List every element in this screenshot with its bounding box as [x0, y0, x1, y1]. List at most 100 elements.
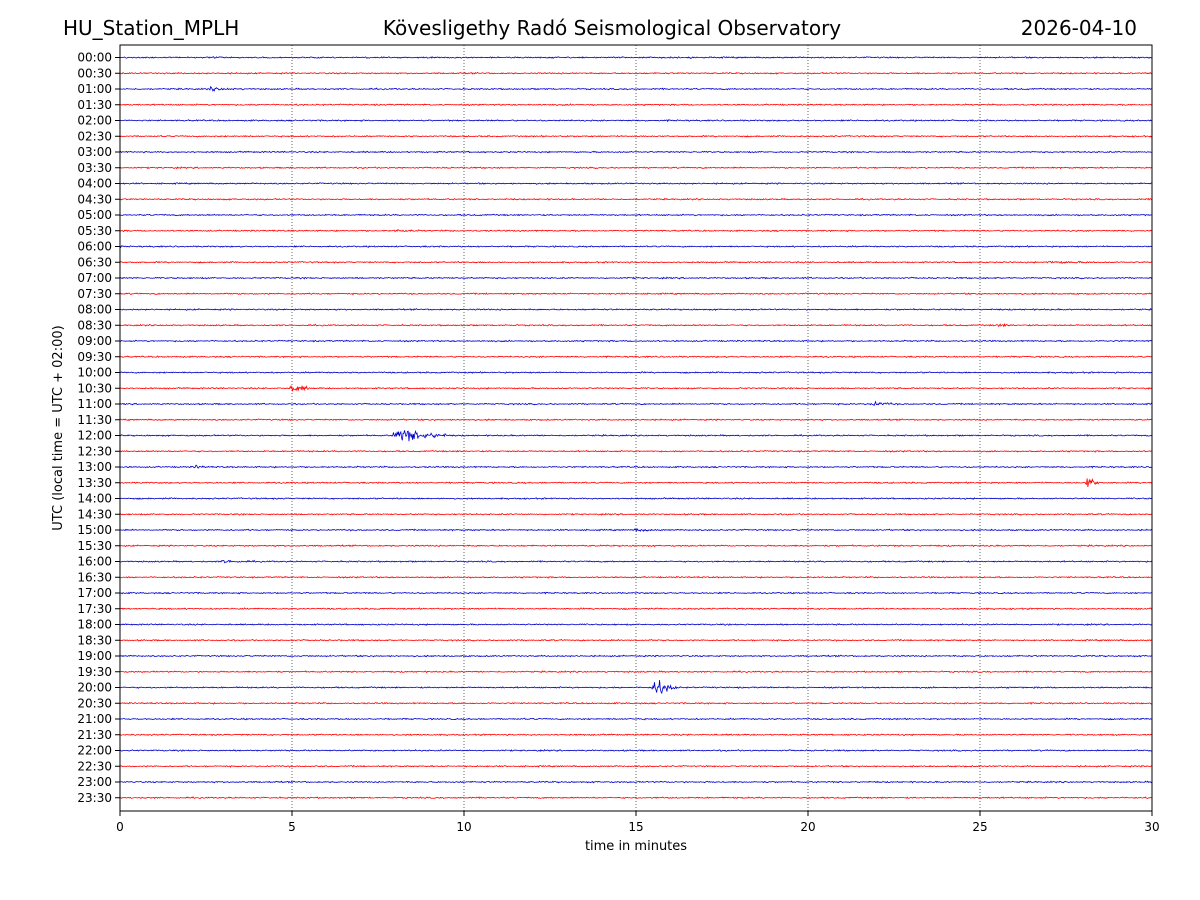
trace-2330 [119, 796, 1153, 800]
row-time-label: 05:00 [77, 208, 112, 222]
observatory-title: Kövesligethy Radó Seismological Observat… [383, 16, 841, 40]
trace-0130 [119, 103, 1153, 107]
row-time-label: 06:30 [77, 255, 112, 269]
trace-2100 [119, 717, 1153, 721]
trace-0500 [119, 213, 1153, 217]
row-time-label: 17:30 [77, 602, 112, 616]
trace-1130 [119, 418, 1153, 422]
row-time-label: 07:30 [77, 287, 112, 301]
row-time-label: 04:30 [77, 192, 112, 206]
row-time-label: 05:30 [77, 224, 112, 238]
row-time-label: 18:00 [77, 618, 112, 632]
row-time-label: 19:00 [77, 649, 112, 663]
trace-1900 [119, 654, 1153, 658]
row-time-label: 03:30 [77, 161, 112, 175]
trace-0000 [119, 56, 1153, 60]
trace-0600 [119, 245, 1153, 249]
trace-0530 [119, 229, 1153, 233]
row-time-label: 06:00 [77, 240, 112, 254]
row-time-label: 04:00 [77, 177, 112, 191]
trace-0030 [119, 71, 1153, 75]
y-axis-label: UTC (local time = UTC + 02:00) [51, 325, 66, 530]
trace-1330 [119, 477, 1153, 488]
trace-0400 [119, 181, 1153, 186]
trace-1000 [119, 371, 1153, 375]
row-time-label: 03:00 [77, 145, 112, 159]
trace-1500 [119, 527, 1153, 533]
trace-1200 [120, 429, 1153, 442]
trace-0930 [119, 355, 1153, 359]
row-time-label: 01:30 [77, 98, 112, 112]
row-time-label: 21:00 [77, 712, 112, 726]
trace-1230 [119, 449, 1153, 453]
trace-1930 [119, 670, 1153, 674]
x-axis-label: time in minutes [585, 839, 687, 854]
row-time-label: 09:00 [77, 334, 112, 348]
row-time-label: 08:00 [77, 303, 112, 317]
trace-1800 [119, 622, 1153, 627]
trace-2230 [119, 764, 1153, 768]
trace-1300 [119, 464, 1153, 469]
row-time-label: 23:30 [77, 791, 112, 805]
trace-0630 [119, 260, 1153, 265]
x-tick-label: 10 [456, 820, 471, 834]
trace-2200 [119, 748, 1153, 753]
trace-1400 [119, 497, 1153, 501]
row-time-label: 08:30 [77, 318, 112, 332]
trace-1100 [119, 400, 1153, 407]
trace-1730 [119, 607, 1153, 611]
row-time-label: 22:00 [77, 744, 112, 758]
row-time-label: 18:30 [77, 633, 112, 647]
trace-0300 [119, 150, 1153, 154]
row-time-label: 15:30 [77, 539, 112, 553]
x-tick-label: 25 [972, 820, 987, 834]
row-time-label: 20:00 [77, 681, 112, 695]
row-time-label: 13:00 [77, 460, 112, 474]
trace-2030 [119, 701, 1153, 705]
row-time-label: 01:00 [77, 82, 112, 96]
row-time-label: 17:00 [77, 586, 112, 600]
row-time-label: 23:00 [77, 775, 112, 789]
trace-0800 [119, 307, 1153, 312]
row-time-label: 14:00 [77, 492, 112, 506]
vertical-grid [291, 45, 981, 811]
seismic-traces [119, 56, 1153, 800]
row-time-label: 00:00 [77, 51, 112, 65]
trace-0730 [119, 292, 1153, 296]
x-tick-label: 20 [800, 820, 815, 834]
trace-2000 [119, 679, 1153, 695]
trace-0100 [119, 85, 1153, 92]
row-time-label: 22:30 [77, 759, 112, 773]
row-time-label: 19:30 [77, 665, 112, 679]
row-time-label: 14:30 [77, 507, 112, 521]
trace-0830 [119, 323, 1153, 328]
trace-1830 [119, 638, 1153, 642]
trace-2130 [119, 733, 1153, 737]
trace-1630 [119, 575, 1153, 579]
row-time-label: 00:30 [77, 66, 112, 80]
row-time-label: 10:00 [77, 366, 112, 380]
station-title: HU_Station_MPLH [63, 16, 239, 40]
x-tick-label: 30 [1144, 820, 1159, 834]
row-time-label: 09:30 [77, 350, 112, 364]
row-time-label: 20:30 [77, 696, 112, 710]
trace-0330 [119, 166, 1153, 170]
x-tick-label: 0 [116, 820, 124, 834]
trace-0900 [119, 339, 1153, 343]
row-time-label: 15:00 [77, 523, 112, 537]
x-tick-label: 5 [288, 820, 296, 834]
row-time-label: 21:30 [77, 728, 112, 742]
trace-0430 [119, 197, 1153, 201]
row-time-label: 02:00 [77, 114, 112, 128]
trace-0200 [119, 119, 1153, 123]
row-time-label: 13:30 [77, 476, 112, 490]
trace-1600 [119, 559, 1153, 564]
row-time-label: 12:30 [77, 444, 112, 458]
row-time-label: 07:00 [77, 271, 112, 285]
trace-0700 [119, 276, 1153, 280]
row-time-label: 12:00 [77, 429, 112, 443]
trace-1030 [119, 385, 1153, 392]
x-tick-label: 15 [628, 820, 643, 834]
